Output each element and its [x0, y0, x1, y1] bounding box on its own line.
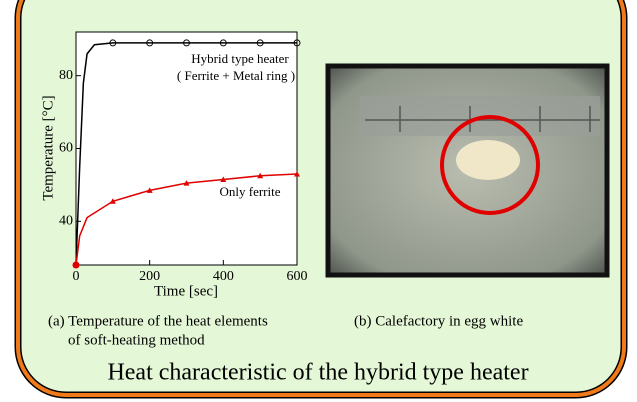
y-tick-label: 60 [59, 141, 73, 156]
y-tick-label: 40 [59, 214, 73, 229]
y-axis-label: Temperature [°C] [40, 95, 56, 200]
x-tick-label: 0 [73, 269, 80, 284]
x-tick-label: 600 [287, 269, 308, 284]
plot-area [76, 32, 297, 265]
photo [328, 66, 607, 275]
slide: Heat characteristic of the hybrid type h… [0, 0, 637, 402]
annotation: Only ferrite [219, 184, 280, 199]
annotation: Hybrid type heater [191, 51, 289, 66]
caption: (a) Temperature of the heat elements [48, 313, 268, 329]
caption: of soft-heating method [68, 332, 205, 348]
x-axis-label: Time [sec] [154, 283, 218, 299]
y-tick-label: 80 [59, 68, 73, 83]
x-tick-label: 400 [213, 269, 234, 284]
caption: (b) Calefactory in egg white [354, 313, 523, 329]
slide-title: Heat characteristic of the hybrid type h… [107, 360, 528, 386]
x-tick-label: 200 [139, 269, 160, 284]
annotation: ( Ferrite + Metal ring ) [177, 68, 295, 83]
